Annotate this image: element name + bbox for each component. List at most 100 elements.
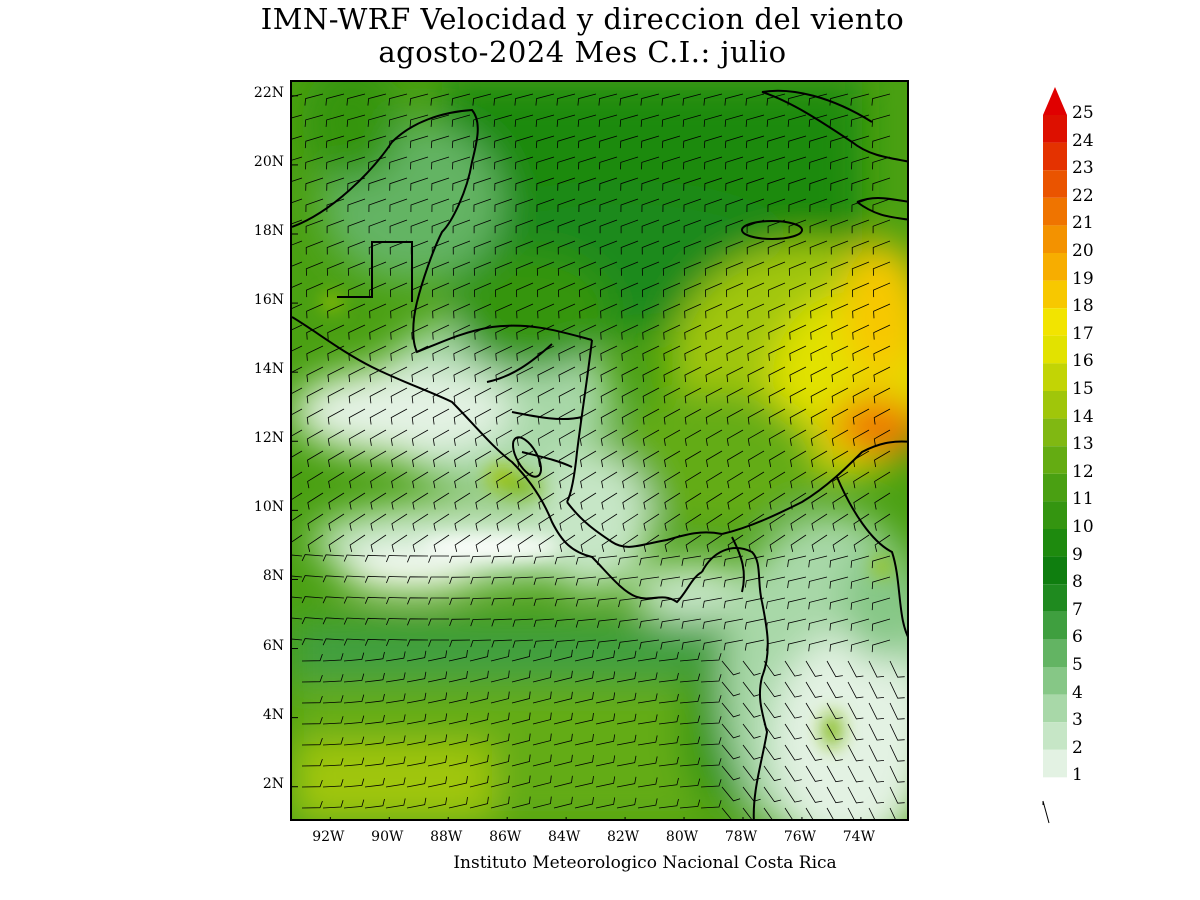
wind-barb bbox=[805, 681, 823, 698]
wind-barb bbox=[304, 114, 324, 127]
wind-barb bbox=[851, 261, 870, 276]
wind-barb bbox=[493, 135, 513, 149]
wind-barb bbox=[292, 513, 303, 521]
wind-barb bbox=[639, 618, 660, 629]
wind-barb bbox=[748, 450, 765, 468]
wind-barb bbox=[325, 114, 345, 127]
wind-barb bbox=[536, 156, 555, 170]
wind-barb bbox=[830, 282, 849, 298]
wind-barb bbox=[601, 513, 618, 531]
wind-barb bbox=[721, 723, 741, 739]
wind-barb bbox=[574, 670, 594, 683]
wind-barb bbox=[727, 513, 744, 531]
wind-barb bbox=[643, 471, 660, 489]
wind-barb bbox=[292, 135, 303, 140]
latitude-label: 4N bbox=[262, 706, 284, 723]
wind-barb bbox=[307, 471, 324, 489]
wind-barb bbox=[490, 712, 510, 725]
wind-barb bbox=[830, 156, 849, 170]
wind-barb bbox=[873, 366, 891, 383]
wind-barb bbox=[788, 240, 807, 255]
wind-barb bbox=[495, 387, 513, 404]
wind-barb bbox=[348, 324, 366, 340]
wind-barb bbox=[474, 408, 492, 425]
wind-barb bbox=[745, 135, 765, 149]
wind-barb bbox=[556, 93, 576, 106]
wind-barb bbox=[472, 114, 492, 127]
wind-barb bbox=[662, 261, 681, 276]
wind-barb bbox=[852, 408, 870, 425]
wind-barb bbox=[390, 408, 408, 425]
wind-barb bbox=[642, 387, 660, 404]
wind-barb bbox=[725, 240, 744, 255]
wind-barb bbox=[811, 450, 828, 468]
wind-barb bbox=[495, 324, 513, 340]
wind-barb bbox=[454, 534, 471, 552]
wind-barb bbox=[788, 219, 807, 234]
wind-barb bbox=[725, 198, 744, 213]
wind-barb bbox=[322, 758, 344, 767]
colorbar-label: 19 bbox=[1072, 268, 1094, 289]
wind-barb bbox=[511, 649, 531, 662]
wind-barb bbox=[305, 219, 324, 234]
wind-barb bbox=[616, 671, 637, 683]
wind-barb bbox=[679, 652, 701, 662]
wind-barb bbox=[578, 261, 597, 276]
wind-barb bbox=[454, 450, 471, 468]
wind-barb bbox=[407, 639, 429, 647]
wind-barb bbox=[810, 303, 828, 319]
wind-barb bbox=[620, 198, 639, 213]
wind-speed-detail bbox=[322, 294, 890, 748]
wind-barb bbox=[790, 513, 807, 531]
wind-barb bbox=[554, 639, 576, 649]
wind-barb bbox=[579, 429, 597, 446]
wind-barb bbox=[305, 282, 324, 298]
wind-barb bbox=[577, 114, 597, 127]
wind-barb bbox=[600, 366, 618, 383]
wind-barb bbox=[744, 639, 765, 651]
wind-barb bbox=[579, 303, 597, 319]
wind-barb bbox=[868, 660, 885, 678]
wind-barb bbox=[292, 450, 303, 458]
wind-barb bbox=[347, 219, 366, 234]
wind-barb bbox=[574, 733, 594, 746]
wind-barb bbox=[343, 757, 365, 767]
wind-barb bbox=[872, 240, 891, 255]
wind-barb bbox=[766, 555, 786, 567]
wind-barb bbox=[679, 694, 701, 704]
wind-barb bbox=[745, 93, 765, 106]
wind-barb bbox=[558, 387, 576, 404]
wind-barb bbox=[829, 597, 849, 610]
wind-barb bbox=[580, 534, 597, 552]
wind-barb bbox=[706, 450, 723, 468]
wind-barb bbox=[406, 776, 427, 788]
wind-barb bbox=[768, 387, 786, 404]
wind-barb bbox=[767, 219, 786, 234]
wind-barb bbox=[490, 754, 510, 767]
wind-barb bbox=[664, 534, 681, 552]
wind-barb bbox=[301, 638, 324, 646]
wind-barb bbox=[427, 797, 448, 809]
wind-barb bbox=[553, 754, 573, 767]
wind-barb bbox=[658, 735, 679, 746]
wind-barb bbox=[597, 618, 618, 628]
wind-barb bbox=[346, 114, 366, 127]
wind-barb bbox=[763, 681, 782, 698]
wind-barb bbox=[727, 534, 744, 552]
colorbar-label: 3 bbox=[1072, 710, 1083, 731]
wind-barb bbox=[702, 639, 723, 651]
wind-barb bbox=[386, 639, 408, 647]
wind-barb bbox=[292, 156, 303, 161]
colorbar-label: 23 bbox=[1072, 158, 1094, 179]
wind-barb bbox=[538, 513, 555, 531]
wind-barb bbox=[873, 408, 891, 425]
wind-barb bbox=[532, 691, 552, 704]
wind-barb bbox=[746, 282, 765, 298]
wind-barb bbox=[724, 114, 744, 127]
wind-barb bbox=[558, 408, 576, 425]
wind-barb bbox=[810, 408, 828, 425]
wind-barb bbox=[322, 638, 345, 646]
wind-barb bbox=[723, 576, 744, 588]
wind-barb bbox=[620, 219, 639, 234]
wind-barb bbox=[704, 156, 723, 170]
